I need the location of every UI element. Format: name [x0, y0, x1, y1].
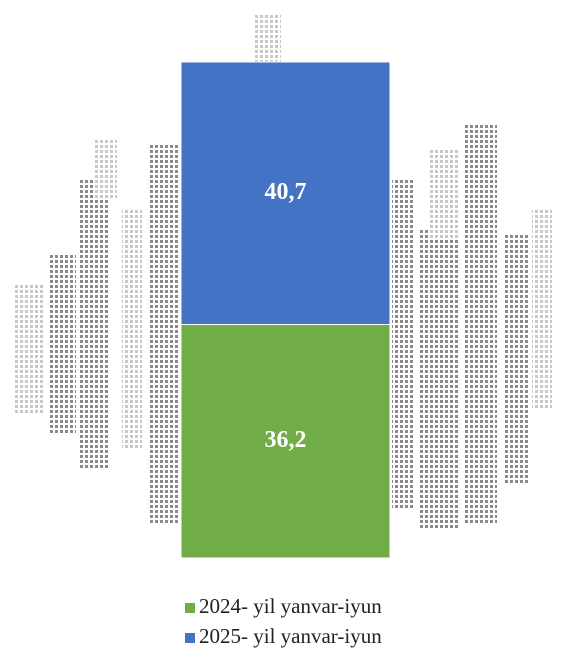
bar-segment — [180, 61, 391, 326]
building — [430, 150, 458, 240]
building — [505, 235, 529, 485]
legend: 2024- yil yanvar-iyun 2025- yil yanvar-iy… — [185, 594, 382, 648]
bar-segment — [180, 324, 391, 559]
value-label: 40,7 — [265, 179, 307, 205]
building — [418, 230, 460, 530]
legend-swatch — [185, 633, 195, 643]
bars: 36,2 40,7 — [180, 61, 391, 559]
building — [465, 125, 497, 525]
building — [95, 140, 117, 200]
legend-swatch — [185, 603, 195, 613]
legend-label: 2025- yil yanvar-iyun — [199, 624, 382, 648]
building — [80, 180, 108, 470]
skyline-decoration — [15, 15, 552, 530]
building — [15, 285, 43, 415]
building — [48, 255, 76, 435]
building — [392, 180, 414, 510]
value-label: 36,2 — [265, 427, 307, 453]
building — [532, 210, 552, 410]
legend-label: 2024- yil yanvar-iyun — [199, 594, 382, 618]
building — [150, 145, 180, 525]
building — [122, 210, 142, 450]
